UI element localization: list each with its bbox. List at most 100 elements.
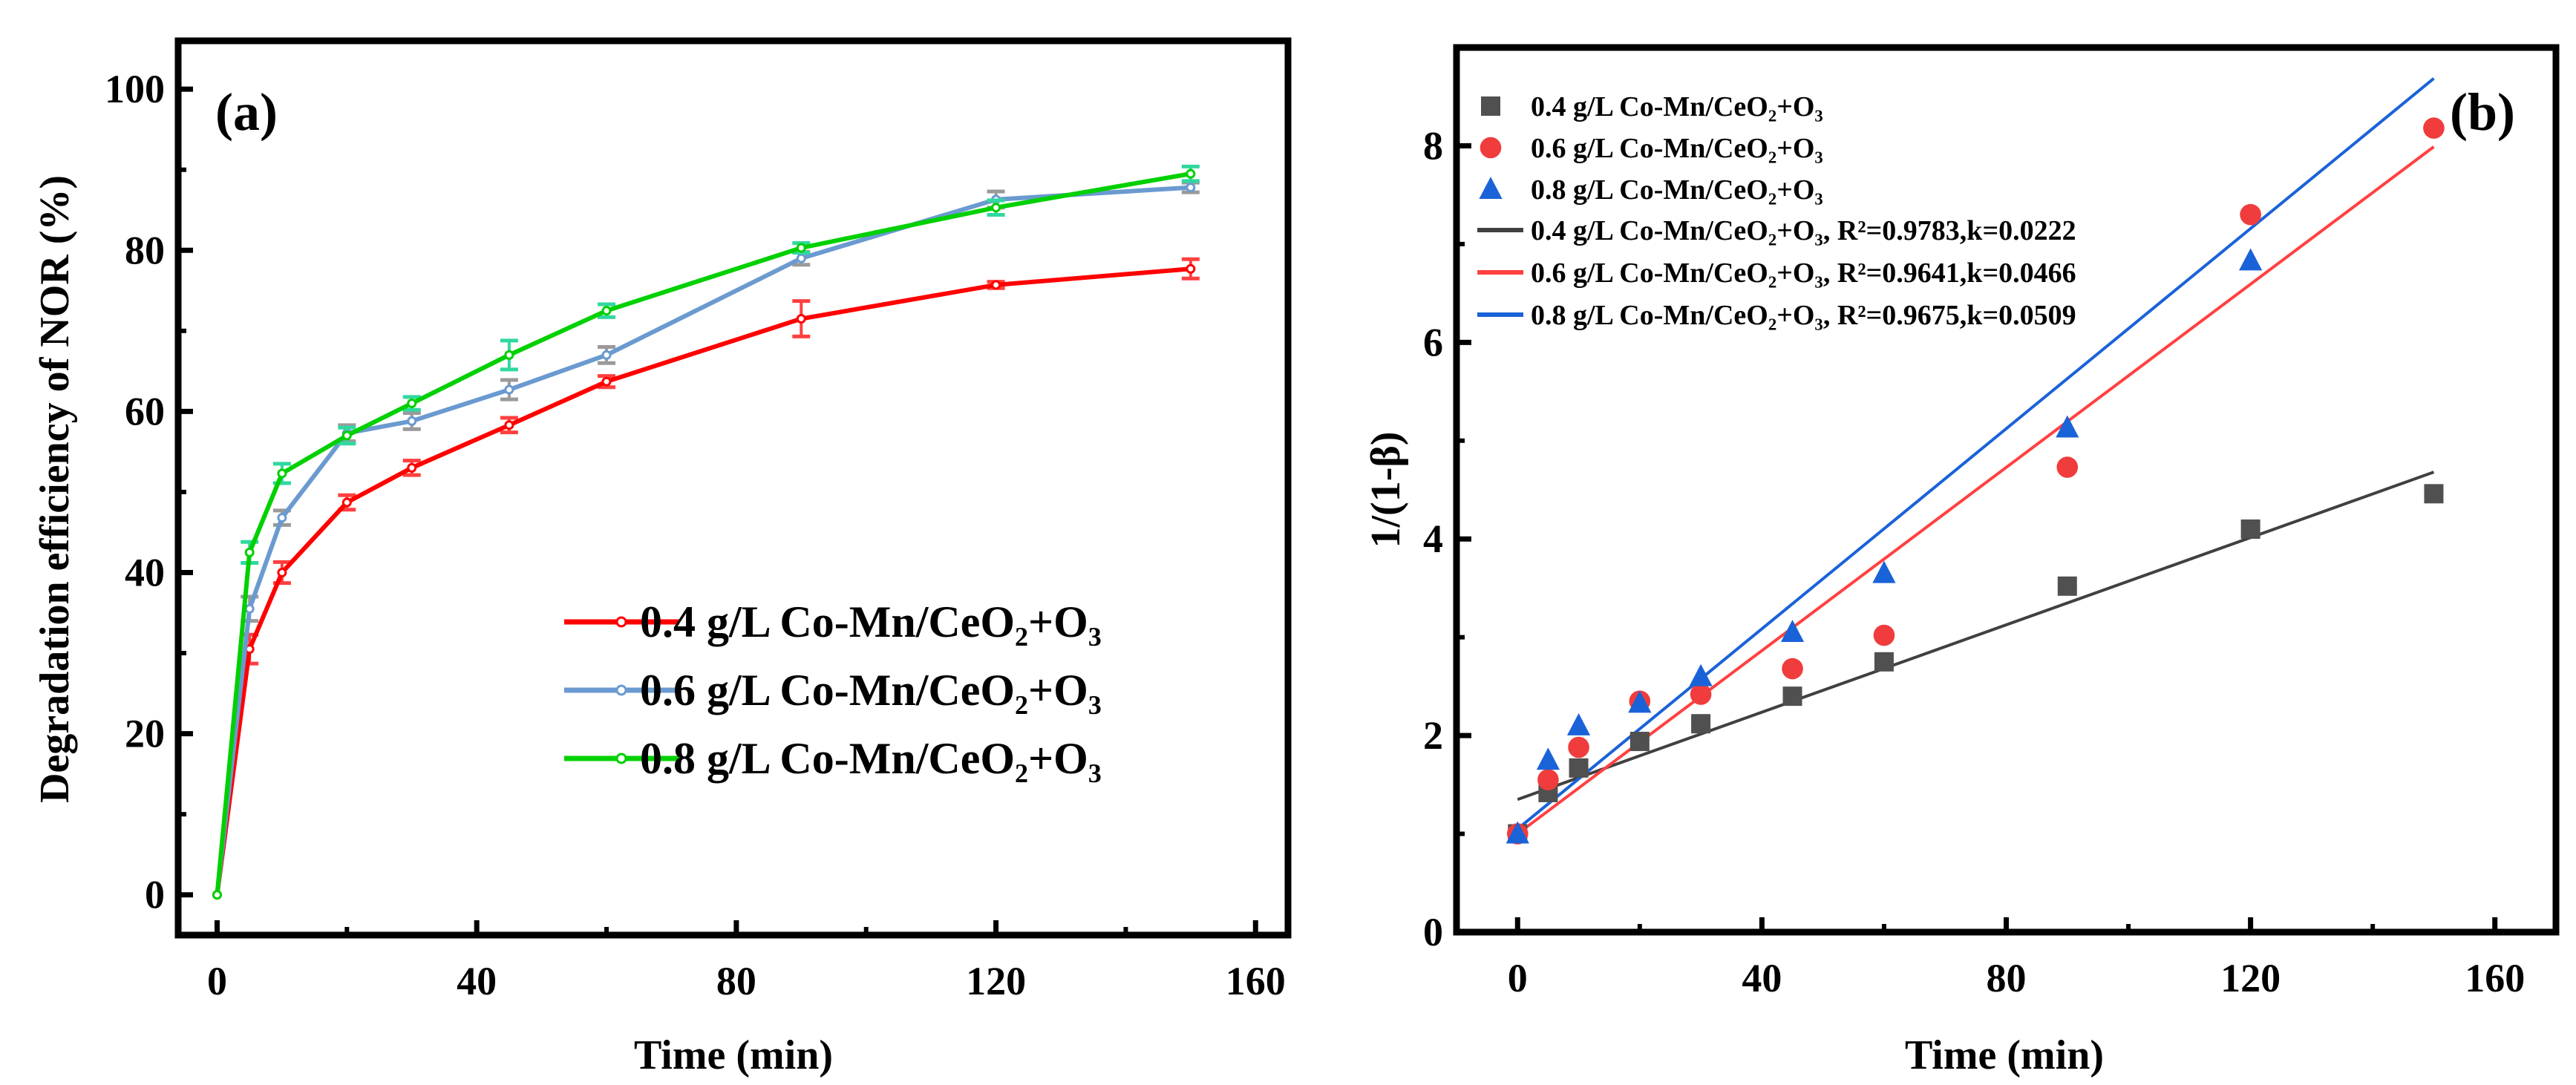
triangle-marker — [1689, 663, 1713, 686]
triangle-marker — [2239, 248, 2263, 271]
x-tick-label: 0 — [1508, 956, 1528, 1000]
y-tick-label: 100 — [105, 67, 165, 111]
y-tick-label: 0 — [145, 873, 165, 917]
panel-a: (a) Time (min) Degradation efficiency of… — [32, 37, 1292, 1078]
data-point — [1186, 183, 1196, 193]
series-line — [215, 185, 1191, 896]
data-point — [504, 420, 514, 430]
y-tick-label: 80 — [125, 228, 165, 272]
x-tick-label: 0 — [207, 959, 227, 1003]
data-point — [277, 468, 287, 479]
triangle-marker — [1536, 747, 1560, 770]
series-1 — [212, 180, 1200, 900]
square-marker — [1629, 732, 1650, 752]
circle-marker — [2056, 456, 2079, 478]
y-tick-label: 2 — [1423, 713, 1443, 758]
square-marker — [1782, 686, 1802, 707]
y-tick-label: 20 — [125, 712, 165, 756]
panel-a-xlabel: Time (min) — [634, 1032, 833, 1078]
data-point — [277, 567, 287, 577]
x-tick-label: 160 — [2465, 956, 2525, 1000]
fit-line — [1517, 471, 2435, 802]
panel-b-xlabel: Time (min) — [1905, 1032, 2104, 1078]
x-tick-label: 80 — [1987, 956, 2027, 1000]
data-point — [244, 603, 255, 614]
circle-marker — [2423, 117, 2445, 139]
circle-marker — [2240, 203, 2261, 226]
circle-marker — [1782, 658, 1803, 680]
triangle-marker — [1566, 712, 1591, 735]
panel-b-label: (b) — [2450, 82, 2515, 142]
y-tick-label: 8 — [1423, 123, 1443, 168]
square-marker — [2240, 519, 2260, 539]
x-tick-label: 120 — [2220, 956, 2281, 1000]
x-tick-label: 80 — [716, 959, 756, 1003]
legend-label: 0.6 g/L Co-Mn/CeO₂+O₃ — [640, 666, 1102, 715]
x-tick-label: 120 — [966, 959, 1026, 1003]
circle-marker — [1873, 624, 1895, 646]
panel-b: (b) Time (min) 1/(1-β) 0 40 80 120 160 0 2 4 6 8 0… — [1363, 44, 2560, 1078]
data-point — [407, 416, 417, 426]
series-line — [215, 171, 1191, 896]
square-marker — [2057, 576, 2077, 596]
y-tick-label: 60 — [125, 389, 165, 433]
fit-line — [1517, 145, 2435, 836]
legend-label: 0.4 g/L Co-Mn/CeO₂+O₃, R²=0.9783,k=0.022… — [1531, 215, 2076, 246]
x-tick-label: 40 — [1742, 956, 1782, 1000]
triangle-marker — [1506, 821, 1529, 844]
data-point — [504, 350, 514, 360]
data-point — [341, 497, 352, 508]
data-point — [796, 243, 806, 253]
square-marker — [1481, 96, 1500, 116]
data-point — [796, 314, 806, 324]
series-0 — [212, 257, 1200, 900]
series-0 — [1508, 484, 2444, 844]
data-point — [407, 399, 417, 409]
x-tick-label: 40 — [457, 959, 497, 1003]
data-point — [1186, 263, 1196, 274]
legend-marker — [615, 753, 627, 764]
legend-label: 0.4 g/L Co-Mn/CeO₂+O₃ — [640, 597, 1102, 646]
square-marker — [1874, 652, 1894, 672]
panel-a-label: (a) — [215, 82, 278, 142]
triangle-marker — [1780, 620, 1805, 643]
legend-marker — [615, 616, 627, 628]
series-line — [215, 266, 1191, 896]
triangle-marker — [1479, 177, 1503, 199]
square-marker — [1569, 758, 1589, 778]
circle-marker — [1537, 769, 1559, 791]
legend-label: 0.8 g/L Co-Mn/CeO₂+O₃, R²=0.9675,k=0.050… — [1531, 300, 2076, 331]
y-tick-label: 0 — [1423, 910, 1443, 954]
data-point — [277, 513, 287, 523]
y-tick-label: 40 — [125, 550, 165, 594]
y-tick-label: 6 — [1423, 320, 1443, 364]
legend-label: 0.8 g/L Co-Mn/CeO₂+O₃ — [640, 734, 1102, 783]
panel-a-ylabel: Degradation efficiency of NOR (%) — [32, 175, 78, 803]
data-point — [212, 890, 222, 900]
square-marker — [1691, 714, 1711, 734]
series-2 — [1506, 248, 2263, 844]
fit-line — [1517, 77, 2435, 830]
triangle-marker — [1628, 690, 1652, 713]
circle-marker — [1568, 736, 1589, 758]
triangle-marker — [1872, 560, 1896, 583]
panel-b-ylabel: 1/(1-β) — [1363, 431, 1409, 548]
legend-marker — [615, 684, 627, 696]
data-point — [244, 547, 255, 557]
data-point — [796, 253, 806, 263]
data-point — [341, 430, 352, 441]
circle-marker — [1690, 684, 1712, 705]
data-point — [601, 376, 612, 387]
data-point — [504, 384, 514, 395]
series-2 — [212, 164, 1200, 900]
data-point — [991, 280, 1001, 290]
legend-label: 0.4 g/L Co-Mn/CeO₂+O₃ — [1531, 91, 1823, 122]
circle-marker — [1480, 137, 1502, 159]
data-point — [407, 462, 417, 473]
triangle-marker — [2056, 415, 2079, 438]
legend-label: 0.6 g/L Co-Mn/CeO₂+O₃ — [1531, 133, 1823, 164]
legend-label: 0.8 g/L Co-Mn/CeO₂+O₃ — [1531, 174, 1823, 206]
x-tick-label: 160 — [1226, 959, 1286, 1003]
data-point — [601, 350, 612, 360]
